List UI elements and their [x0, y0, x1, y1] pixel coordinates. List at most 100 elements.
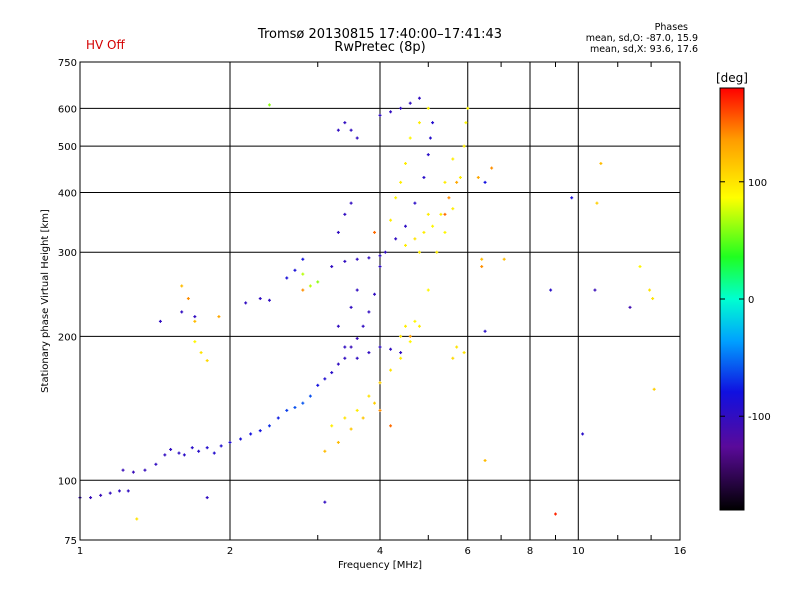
y-tick-label: 600 [58, 104, 77, 115]
data-point [308, 284, 312, 288]
data-point [652, 387, 656, 391]
data-point [126, 489, 130, 493]
data-point [367, 394, 371, 398]
grid-lines [80, 62, 680, 540]
data-point [355, 257, 359, 261]
data-point [389, 368, 393, 372]
data-point [367, 256, 371, 260]
data-point [258, 429, 262, 433]
data-point [373, 292, 377, 296]
data-point [490, 166, 494, 170]
data-point [455, 180, 459, 184]
data-point [389, 424, 393, 428]
data-point [212, 451, 216, 455]
data-point [431, 121, 435, 125]
data-point [258, 297, 262, 301]
data-point [336, 362, 340, 366]
data-point [343, 212, 347, 216]
x-tick-label: 10 [572, 546, 585, 557]
data-point [205, 359, 209, 363]
data-point [343, 356, 347, 360]
data-point [389, 218, 393, 222]
x-tick-label: 4 [377, 546, 383, 557]
axes: 1 2 4 6 8 10 16 75 100 200 300 400 500 600 750 Frequenc… [40, 58, 686, 571]
data-point [417, 324, 421, 328]
data-point [158, 319, 162, 323]
data-point [431, 224, 435, 228]
data-point [451, 356, 455, 360]
data-point [143, 468, 147, 472]
data-point [553, 512, 557, 516]
data-point [483, 458, 487, 462]
data-point [154, 462, 158, 466]
data-point [378, 254, 382, 258]
y-tick-label: 500 [58, 142, 77, 153]
data-point [117, 489, 121, 493]
data-point [373, 401, 377, 405]
data-point [336, 230, 340, 234]
data-point [323, 500, 327, 504]
data-point [458, 175, 462, 179]
data-point [131, 470, 135, 474]
x-axis-label: Frequency [MHz] [338, 560, 422, 571]
data-point [426, 106, 430, 110]
data-point [285, 276, 289, 280]
data-point [399, 334, 403, 338]
y-tick-label: 300 [58, 248, 77, 259]
data-point [426, 212, 430, 216]
data-point [190, 446, 194, 450]
data-point [403, 161, 407, 165]
data-point [403, 243, 407, 247]
data-point [182, 453, 186, 457]
data-point [408, 136, 412, 140]
colorbar: 100 0 -100 [deg] [716, 71, 771, 511]
data-point [355, 408, 359, 412]
data-point [570, 196, 574, 200]
data-point [267, 103, 271, 107]
data-point [361, 324, 365, 328]
data-point [373, 230, 377, 234]
data-point [422, 230, 426, 234]
data-point [244, 301, 248, 305]
data-point [443, 212, 447, 216]
data-point [285, 408, 289, 412]
data-point [205, 496, 209, 500]
data-point [367, 351, 371, 355]
data-point [383, 250, 387, 254]
data-point [628, 305, 632, 309]
data-point [343, 259, 347, 263]
data-point [343, 416, 347, 420]
data-point [135, 517, 139, 521]
data-point [301, 272, 305, 276]
data-point [180, 310, 184, 314]
data-point [121, 468, 125, 472]
data-point [336, 128, 340, 132]
x-tick-label: 6 [465, 546, 471, 557]
data-point [403, 324, 407, 328]
data-point [330, 265, 334, 269]
data-point [378, 408, 382, 412]
data-point [394, 196, 398, 200]
data-point [355, 288, 359, 292]
data-point [408, 340, 412, 344]
data-point [108, 491, 112, 495]
data-point [217, 315, 221, 319]
data-point [186, 297, 190, 301]
data-point [330, 371, 334, 375]
data-point [343, 345, 347, 349]
data-point [199, 351, 203, 355]
data-point [349, 345, 353, 349]
data-point [193, 319, 197, 323]
data-point [378, 265, 382, 269]
y-tick-label: 100 [58, 476, 77, 487]
data-point [89, 496, 93, 500]
data-point [599, 161, 603, 165]
x-tick-label: 1 [77, 546, 83, 557]
data-point [651, 297, 655, 301]
data-point [197, 449, 201, 453]
colorbar-tick-label: 100 [748, 178, 767, 189]
data-point [323, 449, 327, 453]
data-point [638, 265, 642, 269]
